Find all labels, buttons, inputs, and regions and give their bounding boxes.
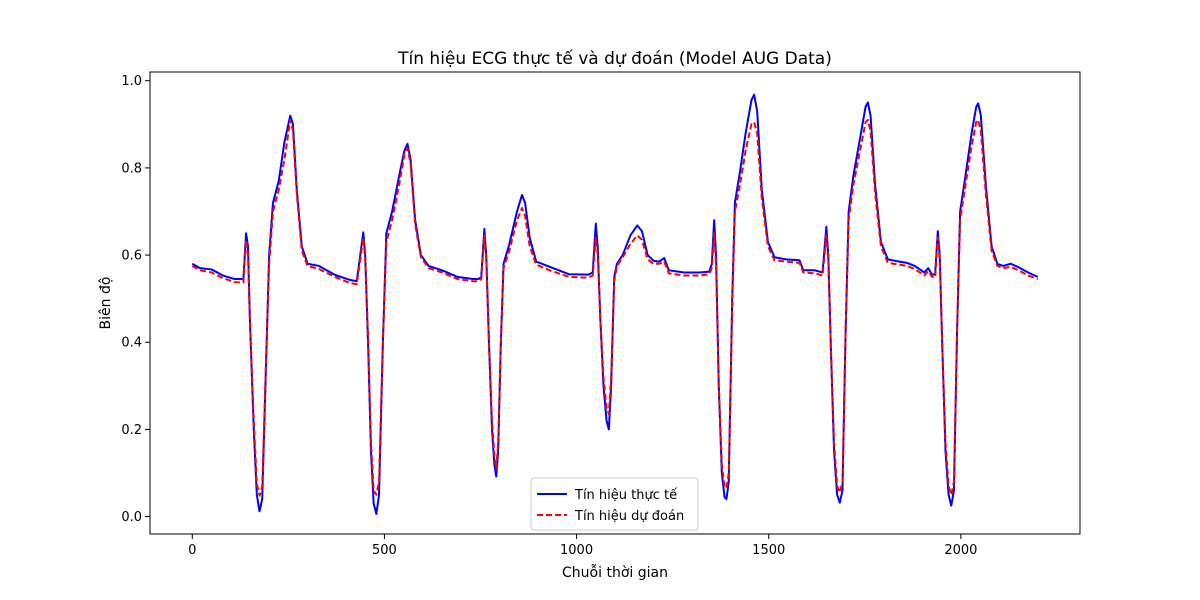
- legend-box: [530, 477, 699, 531]
- x-tick-label: 500: [372, 543, 397, 558]
- y-tick-label: 0.6: [121, 249, 142, 264]
- series-layer: [191, 93, 1039, 515]
- series-line-predicted: [191, 118, 1039, 497]
- y-tick-label: 0.4: [121, 336, 142, 351]
- y-tick-label: 0.0: [121, 510, 142, 525]
- legend: Tín hiệu thực tế Tín hiệu dự đoán: [530, 477, 699, 531]
- x-tick-label: 2000: [944, 543, 977, 558]
- y-tick-label: 1.0: [121, 74, 142, 89]
- x-axis: 0 500 1000 1500 2000: [188, 534, 977, 558]
- x-tick-label: 0: [188, 543, 196, 558]
- y-axis: 0.0 0.2 0.4 0.6 0.8 1.0: [121, 74, 150, 525]
- x-axis-label: Chuỗi thời gian: [562, 564, 668, 581]
- legend-label-actual: Tín hiệu thực tế: [574, 488, 677, 503]
- series-line-actual: [191, 93, 1039, 515]
- legend-label-predicted: Tín hiệu dự đoán: [574, 509, 684, 524]
- plot-area: [191, 93, 1039, 515]
- y-tick-label: 0.8: [121, 161, 142, 176]
- plot-frame: [149, 71, 1081, 535]
- y-tick-label: 0.2: [121, 423, 142, 438]
- y-axis-label: Biên độ: [98, 277, 114, 330]
- chart-title: Tín hiệu ECG thực tế và dự đoán (Model A…: [397, 48, 832, 69]
- x-tick-label: 1500: [752, 543, 785, 558]
- x-tick-label: 1000: [560, 543, 593, 558]
